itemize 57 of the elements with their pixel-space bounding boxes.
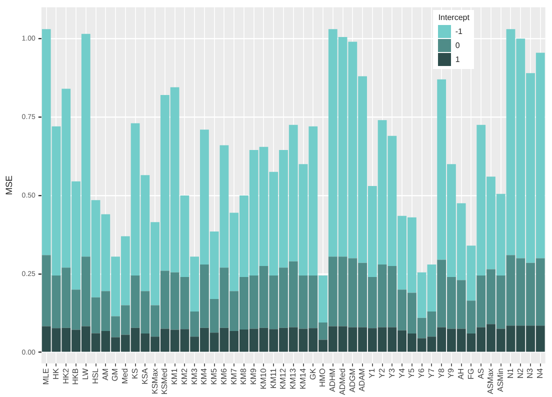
x-tick-label: HK xyxy=(51,368,60,380)
x-tick-label: KSMax xyxy=(150,368,160,394)
x-tick-label: N3 xyxy=(526,368,535,379)
legend-title: Intercept xyxy=(438,13,470,22)
x-tick-label: KM6 xyxy=(219,368,228,385)
x-tick-label: KM5 xyxy=(210,368,219,385)
x-tick-label: AS xyxy=(476,368,486,379)
x-tick-label: HSL xyxy=(90,368,100,384)
x-tick-label: GK xyxy=(308,368,318,380)
x-tick-label: KM12 xyxy=(278,368,288,390)
legend-label: 1 xyxy=(455,54,460,64)
bar xyxy=(318,275,328,323)
x-tick-label: HK2 xyxy=(61,368,70,384)
x-tick-label: KM4 xyxy=(200,368,209,385)
x-tick-label: HMO xyxy=(318,368,328,387)
x-tick-label: MLE xyxy=(42,368,51,385)
x-tick-label: ADHM xyxy=(328,368,338,392)
x-tick-label: Y3 xyxy=(387,368,396,378)
x-tick-label: KM3 xyxy=(190,368,199,385)
legend-label: -1 xyxy=(455,26,462,36)
x-tick-label: Med xyxy=(120,368,130,384)
x-tick-label: ADMed xyxy=(338,368,347,396)
x-tick-label: Y1 xyxy=(368,368,377,378)
x-tick-label: AM xyxy=(100,368,110,380)
x-tick-label: KM10 xyxy=(258,368,268,390)
x-tick-label: KM8 xyxy=(239,368,248,385)
x-tick-label: Y2 xyxy=(378,368,386,378)
x-tick-label: LW xyxy=(81,368,90,380)
x-tick-label: GM xyxy=(110,368,120,382)
x-tick-label: KM7 xyxy=(229,368,238,385)
x-tick-label: Y5 xyxy=(407,368,416,378)
x-tick-label: N1 xyxy=(506,368,515,379)
x-tick-label: Y9 xyxy=(446,368,456,378)
x-tick-label: KM11 xyxy=(268,368,278,389)
x-tick-label: ADGM xyxy=(348,368,357,392)
x-tick-label: KS xyxy=(130,368,140,379)
x-tick-label: KSMed xyxy=(160,368,170,395)
x-tick-label: Y6 xyxy=(417,368,426,378)
x-tick-label: KM13 xyxy=(288,368,298,390)
x-tick-label: AH xyxy=(456,368,466,380)
x-tick-label: KM14 xyxy=(298,368,308,390)
x-tick-label: Y4 xyxy=(397,368,406,378)
x-tick-label: KM1 xyxy=(170,368,180,385)
x-tick-label: N4 xyxy=(536,368,545,379)
x-tick-label: ADAM xyxy=(358,368,367,392)
x-tick-label: KSA xyxy=(140,368,150,384)
x-tick-label: N2 xyxy=(516,368,525,379)
x-tick-label: Y8 xyxy=(436,368,446,378)
x-tick-label: KM2 xyxy=(180,368,189,385)
x-tick-label: FG xyxy=(466,368,476,380)
legend-label: 0 xyxy=(455,40,460,50)
y-axis-title: MSE xyxy=(4,176,14,196)
x-tick-label: ASMax xyxy=(486,368,496,394)
x-tick-label: Y7 xyxy=(426,368,436,378)
x-tick-label: ASMin xyxy=(496,368,506,392)
x-tick-label: KM9 xyxy=(249,368,258,385)
x-tick-label: HKB xyxy=(71,368,80,385)
